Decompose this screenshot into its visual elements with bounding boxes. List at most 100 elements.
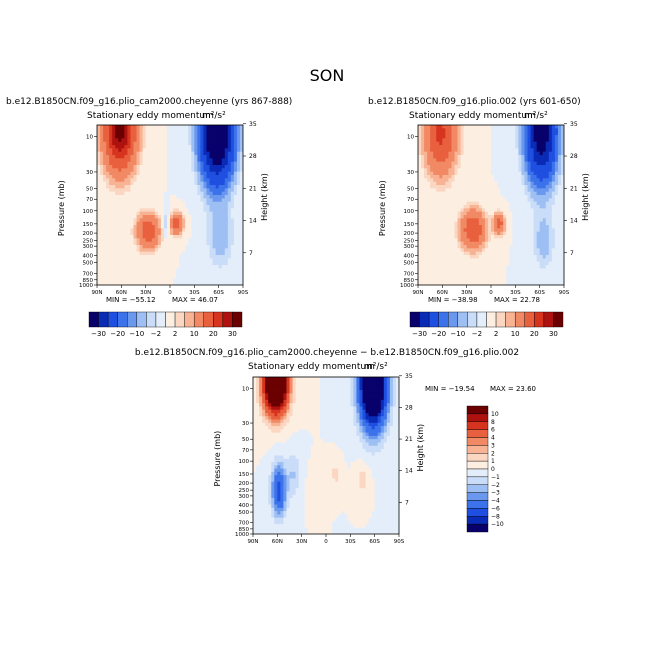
contour-cell — [130, 208, 134, 213]
contour-cell — [445, 188, 449, 193]
contour-cell — [475, 275, 480, 279]
contour-cell — [215, 221, 220, 226]
contour-cell — [512, 155, 516, 159]
contour-cell — [451, 148, 455, 153]
contour-cell — [533, 258, 537, 263]
contour-cell — [551, 151, 556, 156]
contour-cell — [509, 228, 513, 233]
contour-cell — [421, 211, 425, 216]
contour-cell — [545, 208, 550, 213]
contour-cell — [262, 393, 266, 397]
contour-cell — [472, 215, 477, 219]
contour-cell — [509, 245, 513, 249]
contour-cell — [215, 128, 220, 133]
contour-cell — [194, 125, 198, 129]
contour-cell — [533, 275, 537, 279]
contour-cell — [218, 268, 223, 273]
contour-cell — [460, 158, 464, 163]
contour-cell — [179, 151, 183, 156]
contour-cell — [491, 205, 495, 209]
contour-cell — [197, 165, 201, 169]
contour-cell — [494, 201, 498, 206]
contour-cell — [185, 161, 189, 166]
contour-cell — [185, 271, 189, 276]
contour-cell — [182, 258, 186, 263]
contour-cell — [139, 228, 143, 233]
contour-cell — [533, 198, 537, 203]
contour-cell — [157, 258, 162, 263]
contour-cell — [215, 188, 220, 193]
contour-cell — [424, 201, 428, 206]
contour-cell — [518, 165, 522, 169]
contour-cell — [185, 185, 189, 189]
contour-cell — [191, 131, 195, 136]
contour-cell — [481, 141, 486, 146]
contour-cell — [536, 195, 541, 199]
contour-cell — [233, 128, 238, 133]
contour-cell — [121, 205, 125, 209]
contour-cell — [218, 261, 223, 266]
contour-cell — [127, 198, 131, 203]
contour-cell — [200, 208, 204, 213]
contour-cell — [230, 235, 235, 239]
contour-cell — [200, 178, 204, 183]
contour-cell — [121, 171, 125, 176]
contour-cell — [212, 145, 216, 149]
contour-cell — [112, 278, 116, 283]
contour-cell — [487, 225, 492, 229]
contour-cell — [527, 161, 531, 166]
contour-cell — [289, 383, 293, 388]
contour-cell — [484, 278, 489, 283]
contour-cell — [494, 168, 498, 173]
contour-cell — [487, 145, 492, 149]
contour-cell — [176, 188, 180, 193]
contour-cell — [487, 278, 492, 283]
contour-cell — [521, 158, 525, 163]
contour-cell — [148, 235, 153, 239]
contour-cell — [233, 185, 238, 189]
contour-cell — [451, 168, 455, 173]
contour-cell — [545, 211, 550, 216]
contour-cell — [163, 178, 168, 183]
contour-cell — [418, 225, 422, 229]
contour-cell — [436, 261, 440, 266]
contour-cell — [545, 195, 550, 199]
contour-cell — [433, 125, 437, 129]
contour-cell — [100, 161, 104, 166]
contour-cell — [163, 265, 168, 269]
contour-cell — [130, 185, 134, 189]
contour-cell — [170, 271, 174, 276]
contour-cell — [118, 158, 122, 163]
contour-cell — [424, 178, 428, 183]
contour-cell — [188, 261, 192, 266]
contour-cell — [512, 151, 516, 156]
contour-cell — [512, 221, 516, 226]
contour-cell — [109, 135, 113, 139]
contour-cell — [481, 271, 486, 276]
contour-cell — [148, 175, 153, 179]
contour-cell — [509, 201, 513, 206]
contour-cell — [236, 195, 241, 199]
contour-cell — [145, 251, 150, 256]
contour-cell — [472, 275, 477, 279]
contour-cell — [176, 245, 180, 249]
contour-cell — [542, 161, 547, 166]
contour-cell — [268, 380, 272, 384]
contour-cell — [491, 268, 495, 273]
contour-cell — [221, 158, 226, 163]
contour-cell — [500, 238, 504, 243]
contour-cell — [163, 148, 168, 153]
contour-cell — [418, 201, 422, 206]
contour-cell — [170, 175, 174, 179]
contour-cell — [554, 148, 559, 153]
contour-cell — [512, 265, 516, 269]
contour-cell — [145, 138, 150, 143]
contour-cell — [430, 235, 434, 239]
contour-cell — [338, 380, 342, 384]
contour-cell — [475, 251, 480, 256]
contour-cell — [136, 141, 140, 146]
contour-cell — [475, 221, 480, 226]
contour-cell — [185, 261, 189, 266]
contour-cell — [191, 155, 195, 159]
contour-cell — [557, 178, 562, 183]
